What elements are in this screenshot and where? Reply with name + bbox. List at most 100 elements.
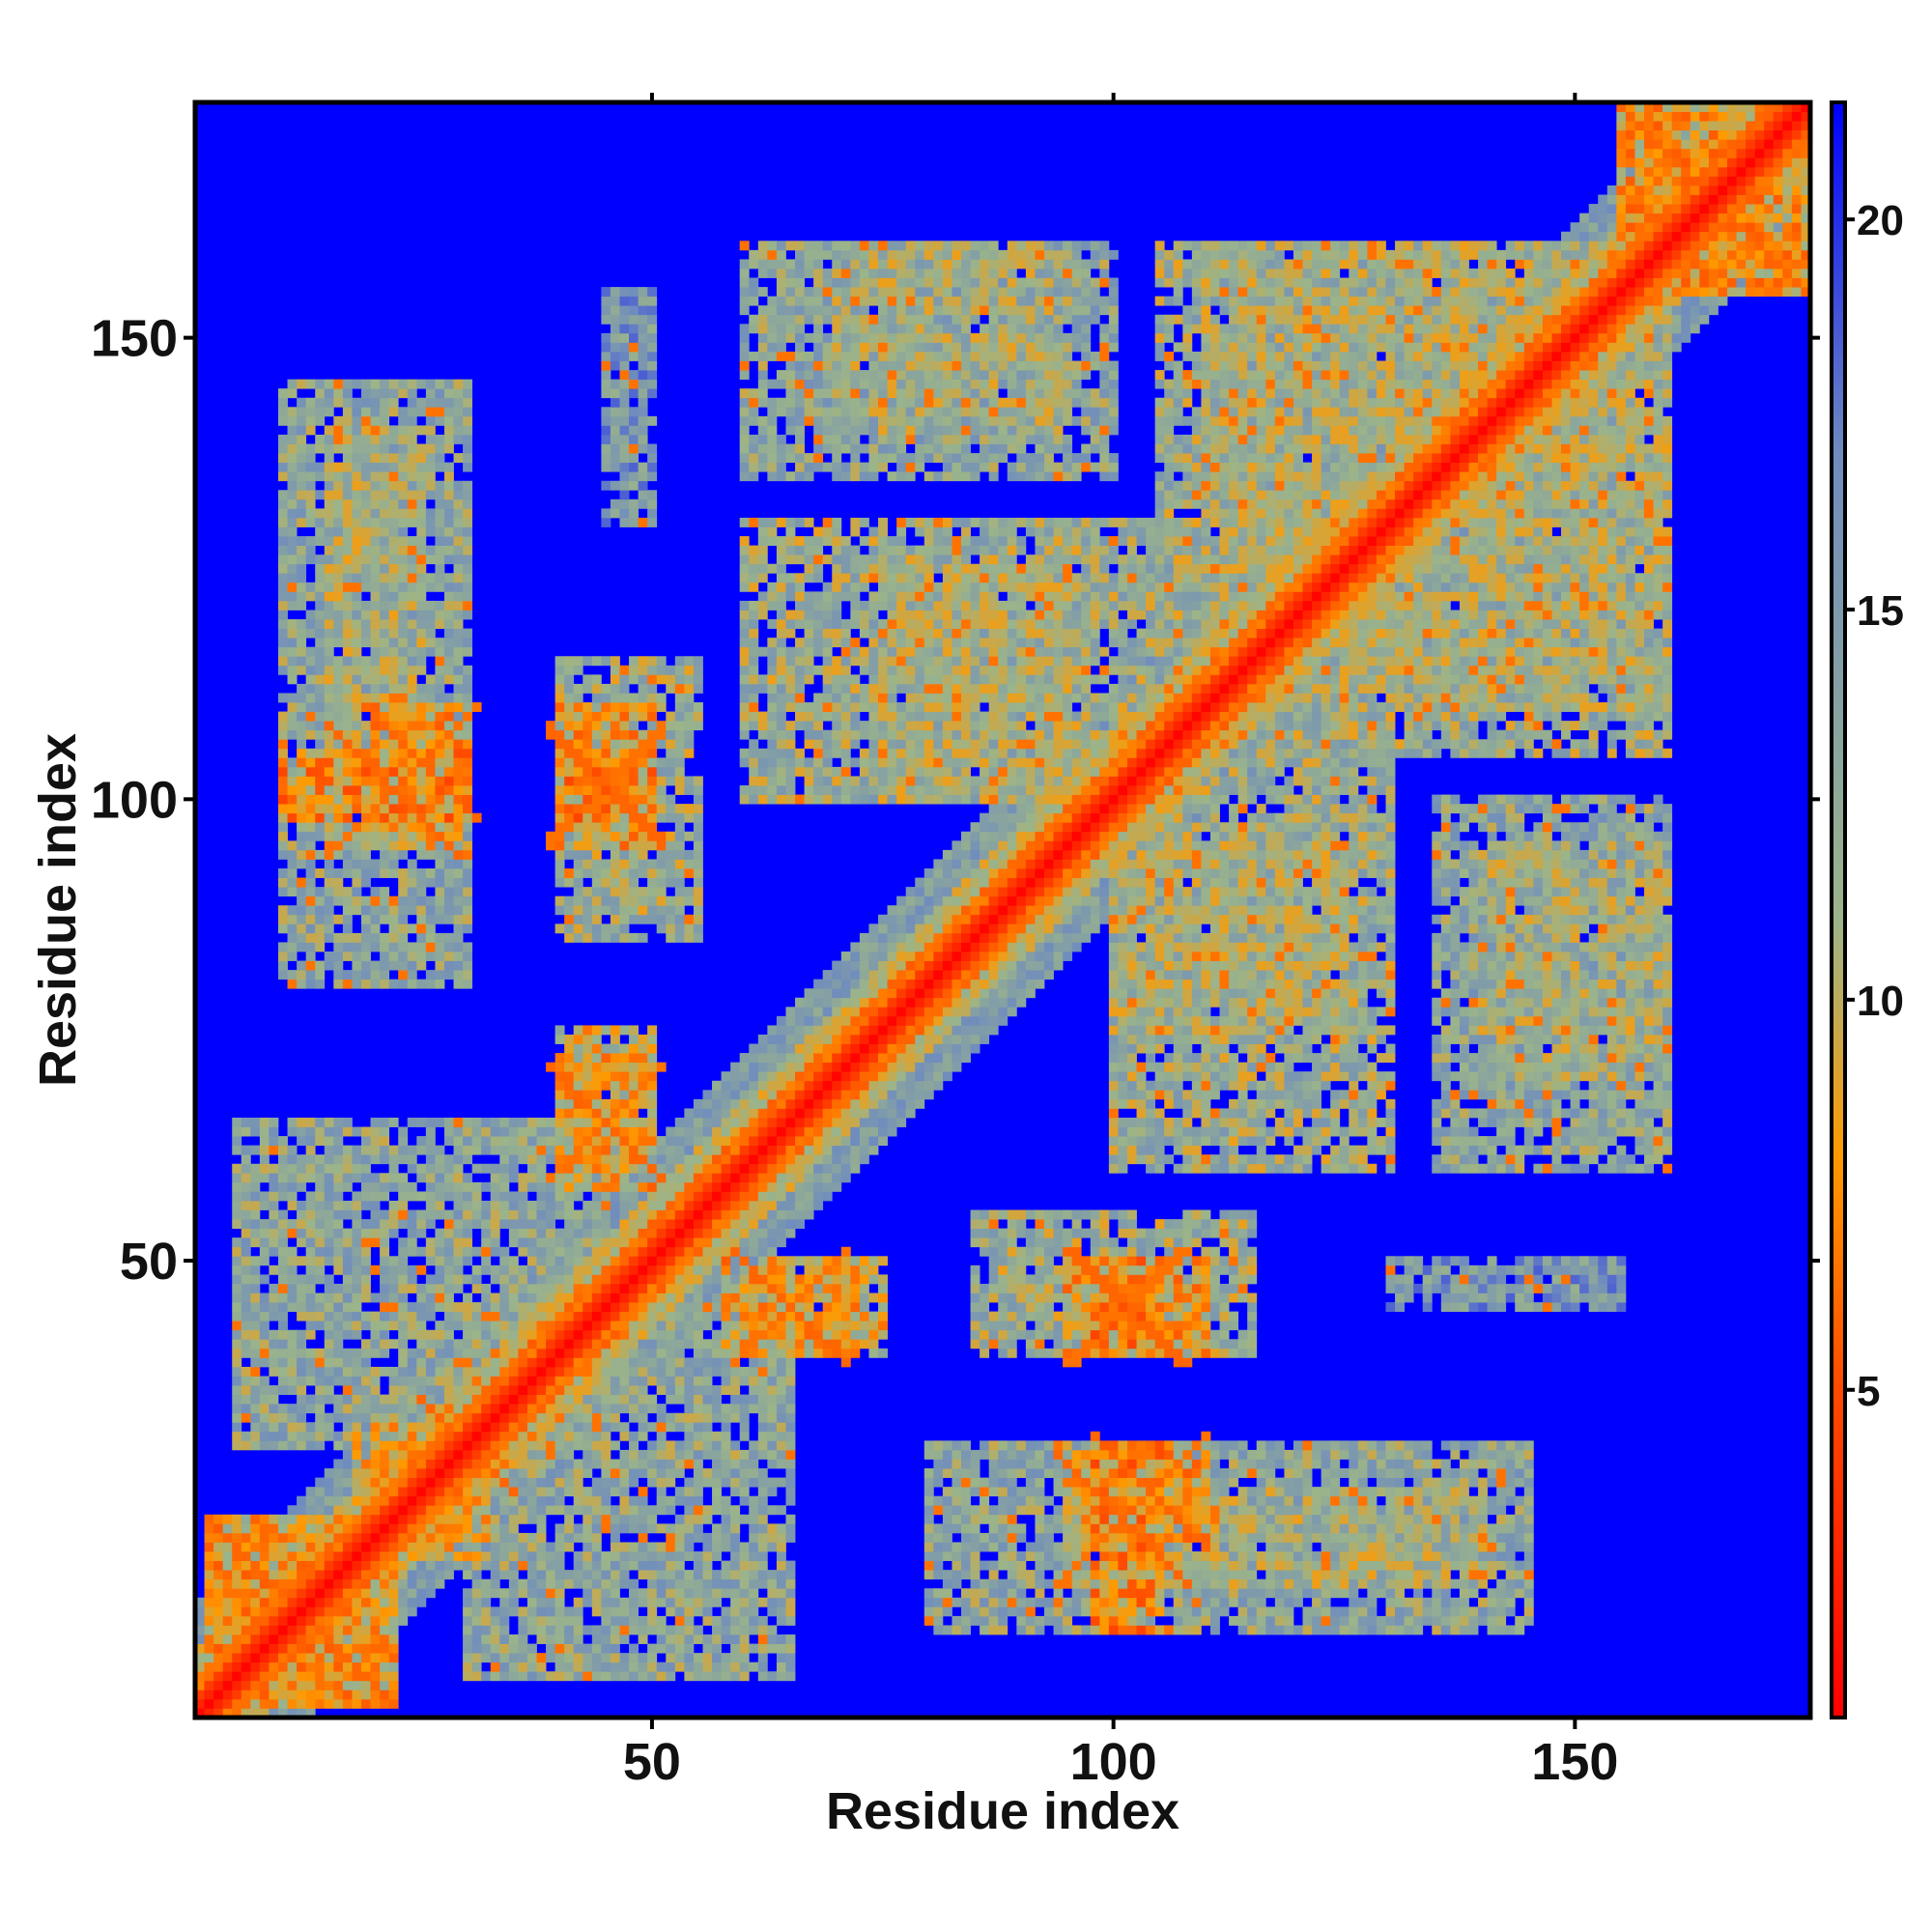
- heatmap-cell: [416, 932, 427, 943]
- heatmap-cell: [674, 822, 685, 833]
- heatmap-cell: [297, 1376, 307, 1386]
- heatmap-cell: [416, 498, 427, 509]
- heatmap-cell: [435, 1117, 445, 1127]
- heatmap-cell: [526, 1532, 537, 1543]
- heatmap-cell: [582, 1163, 593, 1174]
- heatmap-cell: [443, 822, 454, 833]
- heatmap-cell: [629, 1578, 639, 1589]
- heatmap-cell: [416, 849, 427, 860]
- heatmap-cell: [315, 942, 326, 952]
- heatmap-cell: [443, 1181, 454, 1192]
- heatmap-cell: [297, 1560, 307, 1571]
- heatmap-cell: [416, 545, 427, 555]
- heatmap-cell: [638, 1080, 648, 1091]
- heatmap-cell: [518, 1643, 528, 1654]
- heatmap-cell: [342, 638, 353, 648]
- heatmap-cell: [324, 619, 334, 629]
- heatmap-cell: [370, 397, 381, 408]
- heatmap-cell: [425, 804, 436, 814]
- heatmap-cell: [204, 1615, 214, 1626]
- heatmap-cell: [435, 895, 445, 906]
- heatmap-cell: [693, 1256, 703, 1266]
- heatmap-cell: [407, 665, 417, 675]
- heatmap-cell: [508, 1440, 519, 1451]
- heatmap-cell: [315, 1532, 326, 1543]
- heatmap-cell: [360, 462, 371, 472]
- heatmap-cell: [546, 1440, 556, 1451]
- heatmap-cell: [380, 1625, 390, 1635]
- heatmap-cell: [564, 1422, 575, 1433]
- heatmap-cell: [324, 785, 334, 795]
- heatmap-cell: [619, 314, 630, 325]
- heatmap-cell: [435, 1209, 445, 1220]
- heatmap-cell: [463, 1366, 473, 1377]
- heatmap-cell: [407, 573, 417, 583]
- heatmap-cell: [370, 517, 381, 527]
- heatmap-cell: [647, 1394, 658, 1405]
- heatmap-cell: [259, 1237, 270, 1248]
- heatmap-cell: [398, 1200, 409, 1210]
- heatmap-cell: [425, 1523, 436, 1534]
- heatmap-cell: [693, 1181, 703, 1192]
- heatmap-cell: [656, 877, 667, 888]
- heatmap-cell: [435, 1523, 445, 1534]
- heatmap-cell: [638, 1588, 648, 1599]
- heatmap-cell: [554, 1062, 565, 1072]
- heatmap-cell: [666, 757, 676, 768]
- heatmap-cell: [370, 1126, 381, 1137]
- heatmap-cell: [277, 1348, 288, 1358]
- heatmap-cell: [684, 1449, 695, 1460]
- heatmap-cell: [702, 1090, 713, 1100]
- heatmap-cell: [360, 453, 371, 464]
- heatmap-cell: [324, 1293, 334, 1303]
- heatmap-cell: [277, 1671, 288, 1682]
- heatmap-cell: [610, 1578, 620, 1589]
- heatmap-cell: [591, 1237, 602, 1248]
- heatmap-cell: [693, 1634, 703, 1644]
- heatmap-cell: [647, 831, 658, 841]
- heatmap-cell: [499, 1505, 510, 1516]
- heatmap-cell: [518, 1449, 528, 1460]
- heatmap-cell: [518, 1404, 528, 1414]
- heatmap-cell: [666, 1606, 676, 1617]
- heatmap-cell: [582, 1219, 593, 1230]
- heatmap-cell: [407, 1570, 417, 1580]
- heatmap-cell: [471, 1671, 482, 1682]
- heatmap-cell: [610, 360, 620, 371]
- heatmap-cell: [443, 1468, 454, 1478]
- heatmap-cell: [693, 1200, 703, 1210]
- heatmap-cell: [324, 711, 334, 722]
- heatmap-cell: [360, 388, 371, 399]
- heatmap-cell: [305, 1173, 316, 1183]
- heatmap-cell: [416, 453, 427, 464]
- heatmap-cell: [647, 1071, 658, 1082]
- heatmap-cell: [499, 1662, 510, 1672]
- heatmap-cell: [324, 434, 334, 444]
- heatmap-cell: [425, 1219, 436, 1230]
- heatmap-cell: [656, 702, 667, 712]
- heatmap-cell: [305, 1200, 316, 1210]
- heatmap-cell: [702, 1394, 713, 1405]
- heatmap-cell: [398, 554, 409, 565]
- heatmap-cell: [259, 1532, 270, 1543]
- heatmap-cell: [499, 1385, 510, 1395]
- heatmap-cell: [674, 1495, 685, 1506]
- heatmap-cell: [380, 979, 390, 989]
- heatmap-cell: [674, 1606, 685, 1617]
- heatmap-cell: [305, 1357, 316, 1368]
- heatmap-cell: [702, 1440, 713, 1451]
- heatmap-cell: [554, 1431, 565, 1441]
- heatmap-cell: [315, 656, 326, 667]
- heatmap-cell: [277, 914, 288, 924]
- heatmap-cell: [647, 453, 658, 464]
- heatmap-cell: [305, 1487, 316, 1497]
- heatmap-cell: [526, 1237, 537, 1248]
- heatmap-cell: [591, 1606, 602, 1617]
- heatmap-cell: [647, 1090, 658, 1100]
- heatmap-cell: [573, 1394, 583, 1405]
- heatmap-cell: [370, 1311, 381, 1321]
- heatmap-cell: [398, 868, 409, 878]
- heatmap-cell: [342, 434, 353, 444]
- heatmap-cell: [490, 1321, 500, 1331]
- heatmap-cell: [324, 1311, 334, 1321]
